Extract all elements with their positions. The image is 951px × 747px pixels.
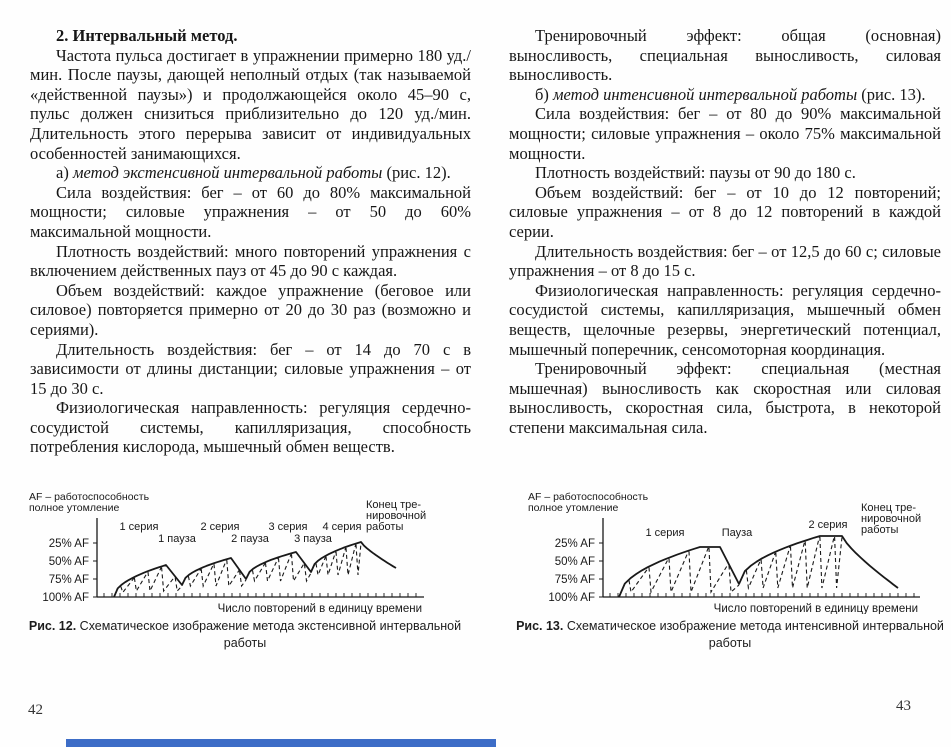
figure-13: 25% AF 50% AF 75% AF 100% AF AF – работоспос… [510,484,950,614]
method-a-title: метод экстенсивной интервальной работы [72,163,383,183]
figure-12-label: Рис. 12. [28,619,77,633]
paragraph: Длительность воздействия: бег – от 12,5 … [509,241,941,281]
section-heading: 2. Интервальный метод. [56,26,238,45]
workload-curve [618,535,899,598]
paragraph: Тренировочный эффект: общая (основная) в… [509,26,941,85]
page-number-right: 43 [896,698,911,714]
paragraph: Объем воздействий: каждое упражнение (бе… [30,280,471,339]
paragraph: Плотность воздействий: много повторений … [30,241,471,281]
end-of-training-label: работы [861,524,898,536]
paragraph-method-a: а) метод экстенсивной интервальной работ… [30,163,471,183]
end-of-training-label: нировочной [366,510,426,522]
paragraph-method-b: б) метод интенсивной интервальной работы… [509,85,941,105]
y-tick-label: 100% AF [42,592,89,604]
figure-13-caption: Рис. 13. Схематическое изображение метод… [515,618,945,652]
left-page-text: 2. Интервальный метод. Частота пульса до… [30,26,471,457]
paragraph: Сила воздействия: бег – от 80 до 90% мак… [509,104,941,163]
series-pause-label: 1 пауза [158,533,197,545]
y-axis-title: полное утомление [29,502,119,514]
method-a-prefix: а) [56,163,73,183]
series-pause-label: 3 серия [268,521,307,533]
repetition-zigzag [187,560,247,588]
bottom-blue-bar [66,739,496,747]
paragraph: Плотность воздействий: паузы от 90 до 18… [535,163,856,183]
y-tick-label: 25% AF [49,538,89,550]
y-axis-title: полное утомление [528,502,618,514]
paragraph: Физиологическая направленность: регуляци… [30,398,471,457]
series-pause-label: Пауза [722,527,753,539]
paragraph: Частота пульса достигает в упражнении пр… [30,45,471,163]
x-axis-title: Число повторений в единицу времени [714,603,918,614]
figure-13-label: Рис. 13. [516,619,564,633]
series-pause-label: 2 серия [200,521,239,533]
paragraph: Длительность воздействия: бег – от 14 до… [30,339,471,398]
figure-13-chart: 25% AF 50% AF 75% AF 100% AF AF – работоспос… [528,491,921,614]
method-b-suffix: (рис. 13). [857,84,926,104]
y-tick-label: 75% AF [49,574,89,586]
right-page-text: Тренировочный эффект: общая (основная) в… [509,26,941,437]
repetition-zigzag [628,547,740,594]
figure-12-caption-text: Схематическое изображение метода экстенс… [79,619,462,650]
y-axis-title: AF – работоспособность [528,491,649,503]
series-pause-label: 2 пауза [231,533,270,545]
method-a-suffix: (рис. 12). [382,163,451,183]
end-of-training-label: Конец тре- [861,502,916,514]
y-tick-label: 100% AF [548,592,595,604]
y-tick-label: 50% AF [49,556,89,568]
page-number-left: 42 [28,702,43,718]
repetition-zigzag [315,542,362,577]
paragraph: Физиологическая направленность: регуляци… [509,280,941,359]
series-pause-label: 4 серия [322,521,361,533]
end-of-training-label: Конец тре- [366,499,421,511]
paragraph: Сила воздействия: бег – от 60 до 80% мак… [30,182,471,241]
end-of-training-label: работы [366,521,403,533]
figure-12-caption: Рис. 12. Схематическое изображение метод… [25,618,465,652]
series-pause-label: 1 серия [119,521,158,533]
paragraph: Объем воздействий: бег – от 10 до 12 пов… [509,182,941,241]
figure-13-caption-text: Схематическое изображение метода интенси… [566,619,944,650]
x-axis-title: Число повторений в единицу времени [218,603,422,614]
workload-curve [113,541,397,598]
repetition-zigzag [251,554,312,584]
y-tick-label: 25% AF [555,538,595,550]
figure-12-chart: 25% AF 50% AF 75% AF 100% AF AF – работоспос… [29,491,426,614]
y-axis-title: AF – работоспособность [29,491,150,503]
repetition-zigzag [745,536,843,591]
end-of-training-label: нировочной [861,513,921,525]
figure-12: 25% AF 50% AF 75% AF 100% AF AF – работоспос… [15,484,463,614]
y-tick-label: 50% AF [555,556,595,568]
paragraph: Тренировочный эффект: специальная (местн… [509,359,941,437]
series-pause-label: 1 серия [645,527,684,539]
method-b-title: метод интенсивной интервальной работы [553,84,858,104]
y-tick-label: 75% AF [555,574,595,586]
method-b-prefix: б) [535,84,554,104]
series-pause-label: 2 серия [808,519,847,531]
series-pause-label: 3 пауза [294,533,333,545]
